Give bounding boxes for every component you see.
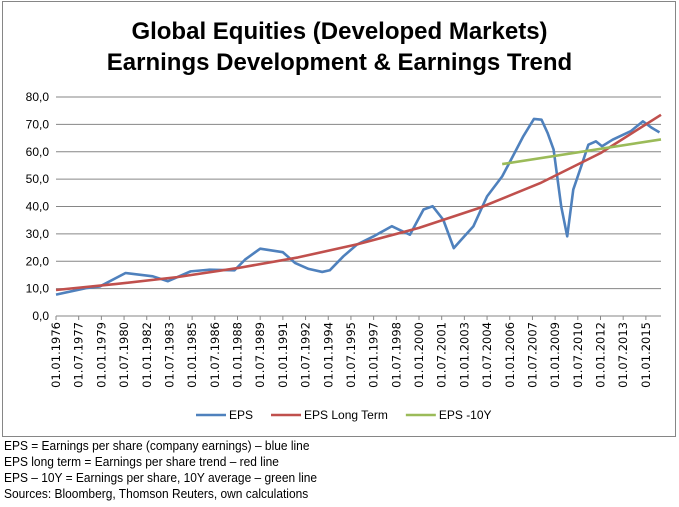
- y-tick-label: 20,0: [26, 254, 50, 268]
- x-tick-label: 01.07.1983: [162, 322, 176, 388]
- legend-label: EPS -10Y: [439, 408, 492, 422]
- series-line-eps-long-term: [55, 113, 662, 292]
- x-tick-label: 01.01.1976: [49, 322, 63, 388]
- footnote-sources: Sources: Bloomberg, Thomson Reuters, own…: [4, 486, 309, 501]
- y-tick-label: 30,0: [26, 227, 50, 241]
- x-tick-label: 01.07.1989: [253, 322, 267, 388]
- x-tick-label: 01.01.2000: [412, 322, 426, 388]
- x-tick-label: 01.07.1986: [208, 322, 222, 388]
- x-tick-label: 01.01.1988: [231, 322, 245, 388]
- x-tick-label: 01.07.1995: [344, 322, 358, 388]
- x-tick-label: 01.07.2007: [525, 322, 539, 388]
- x-tick-label: 01.01.2009: [548, 322, 562, 388]
- x-tick-label: 01.01.2012: [594, 322, 608, 388]
- y-tick-label: 10,0: [26, 282, 50, 296]
- chart-frame: [2, 1, 676, 437]
- x-tick-label: 01.01.2015: [639, 322, 653, 388]
- y-tick-label: 0,0: [32, 309, 49, 323]
- legend-label: EPS Long Term: [304, 408, 388, 422]
- y-tick-label: 80,0: [26, 90, 50, 104]
- x-tick-label: 01.07.1992: [299, 322, 313, 388]
- y-tick-label: 70,0: [26, 117, 50, 131]
- x-tick-label: 01.01.1985: [185, 322, 199, 388]
- x-tick-label: 01.01.1994: [321, 322, 335, 388]
- x-tick-label: 01.01.1979: [94, 322, 108, 388]
- footnote-eps-long-term: EPS long term = Earnings per share trend…: [4, 454, 279, 469]
- footnote-eps-10y: EPS – 10Y = Earnings per share, 10Y aver…: [4, 470, 318, 485]
- x-tick-label: 01.01.1982: [140, 322, 154, 388]
- y-tick-label: 40,0: [26, 200, 50, 214]
- x-tick-label: 01.07.2013: [616, 322, 630, 388]
- x-tick-label: 01.01.1991: [276, 322, 290, 388]
- footnote-eps: EPS = Earnings per share (company earnin…: [4, 438, 310, 453]
- x-tick-label: 01.07.1980: [117, 322, 131, 388]
- x-tick-label: 01.01.2003: [457, 322, 471, 388]
- x-tick-label: 01.07.2004: [480, 322, 494, 388]
- x-tick-label: 01.01.1997: [367, 322, 381, 388]
- y-tick-label: 60,0: [26, 145, 50, 159]
- chart-subtitle: Earnings Development & Earnings Trend: [106, 49, 573, 76]
- legend-label: EPS: [229, 408, 253, 422]
- x-tick-label: 01.07.1998: [389, 322, 403, 388]
- x-tick-label: 01.01.2006: [503, 322, 517, 388]
- y-tick-label: 50,0: [26, 172, 50, 186]
- chart-title: Global Equities (Developed Markets): [131, 18, 548, 45]
- plot-area: 0,0 10,0 20,0 30,0 40,0 50,0 60,0 70,0 80,0 01.01…: [26, 90, 662, 422]
- series-line-eps-10y: [501, 138, 662, 166]
- x-tick-label: 01.07.2001: [435, 322, 449, 388]
- x-tick-label: 01.07.1977: [72, 322, 86, 388]
- x-tick-label: 01.07.2010: [571, 322, 585, 388]
